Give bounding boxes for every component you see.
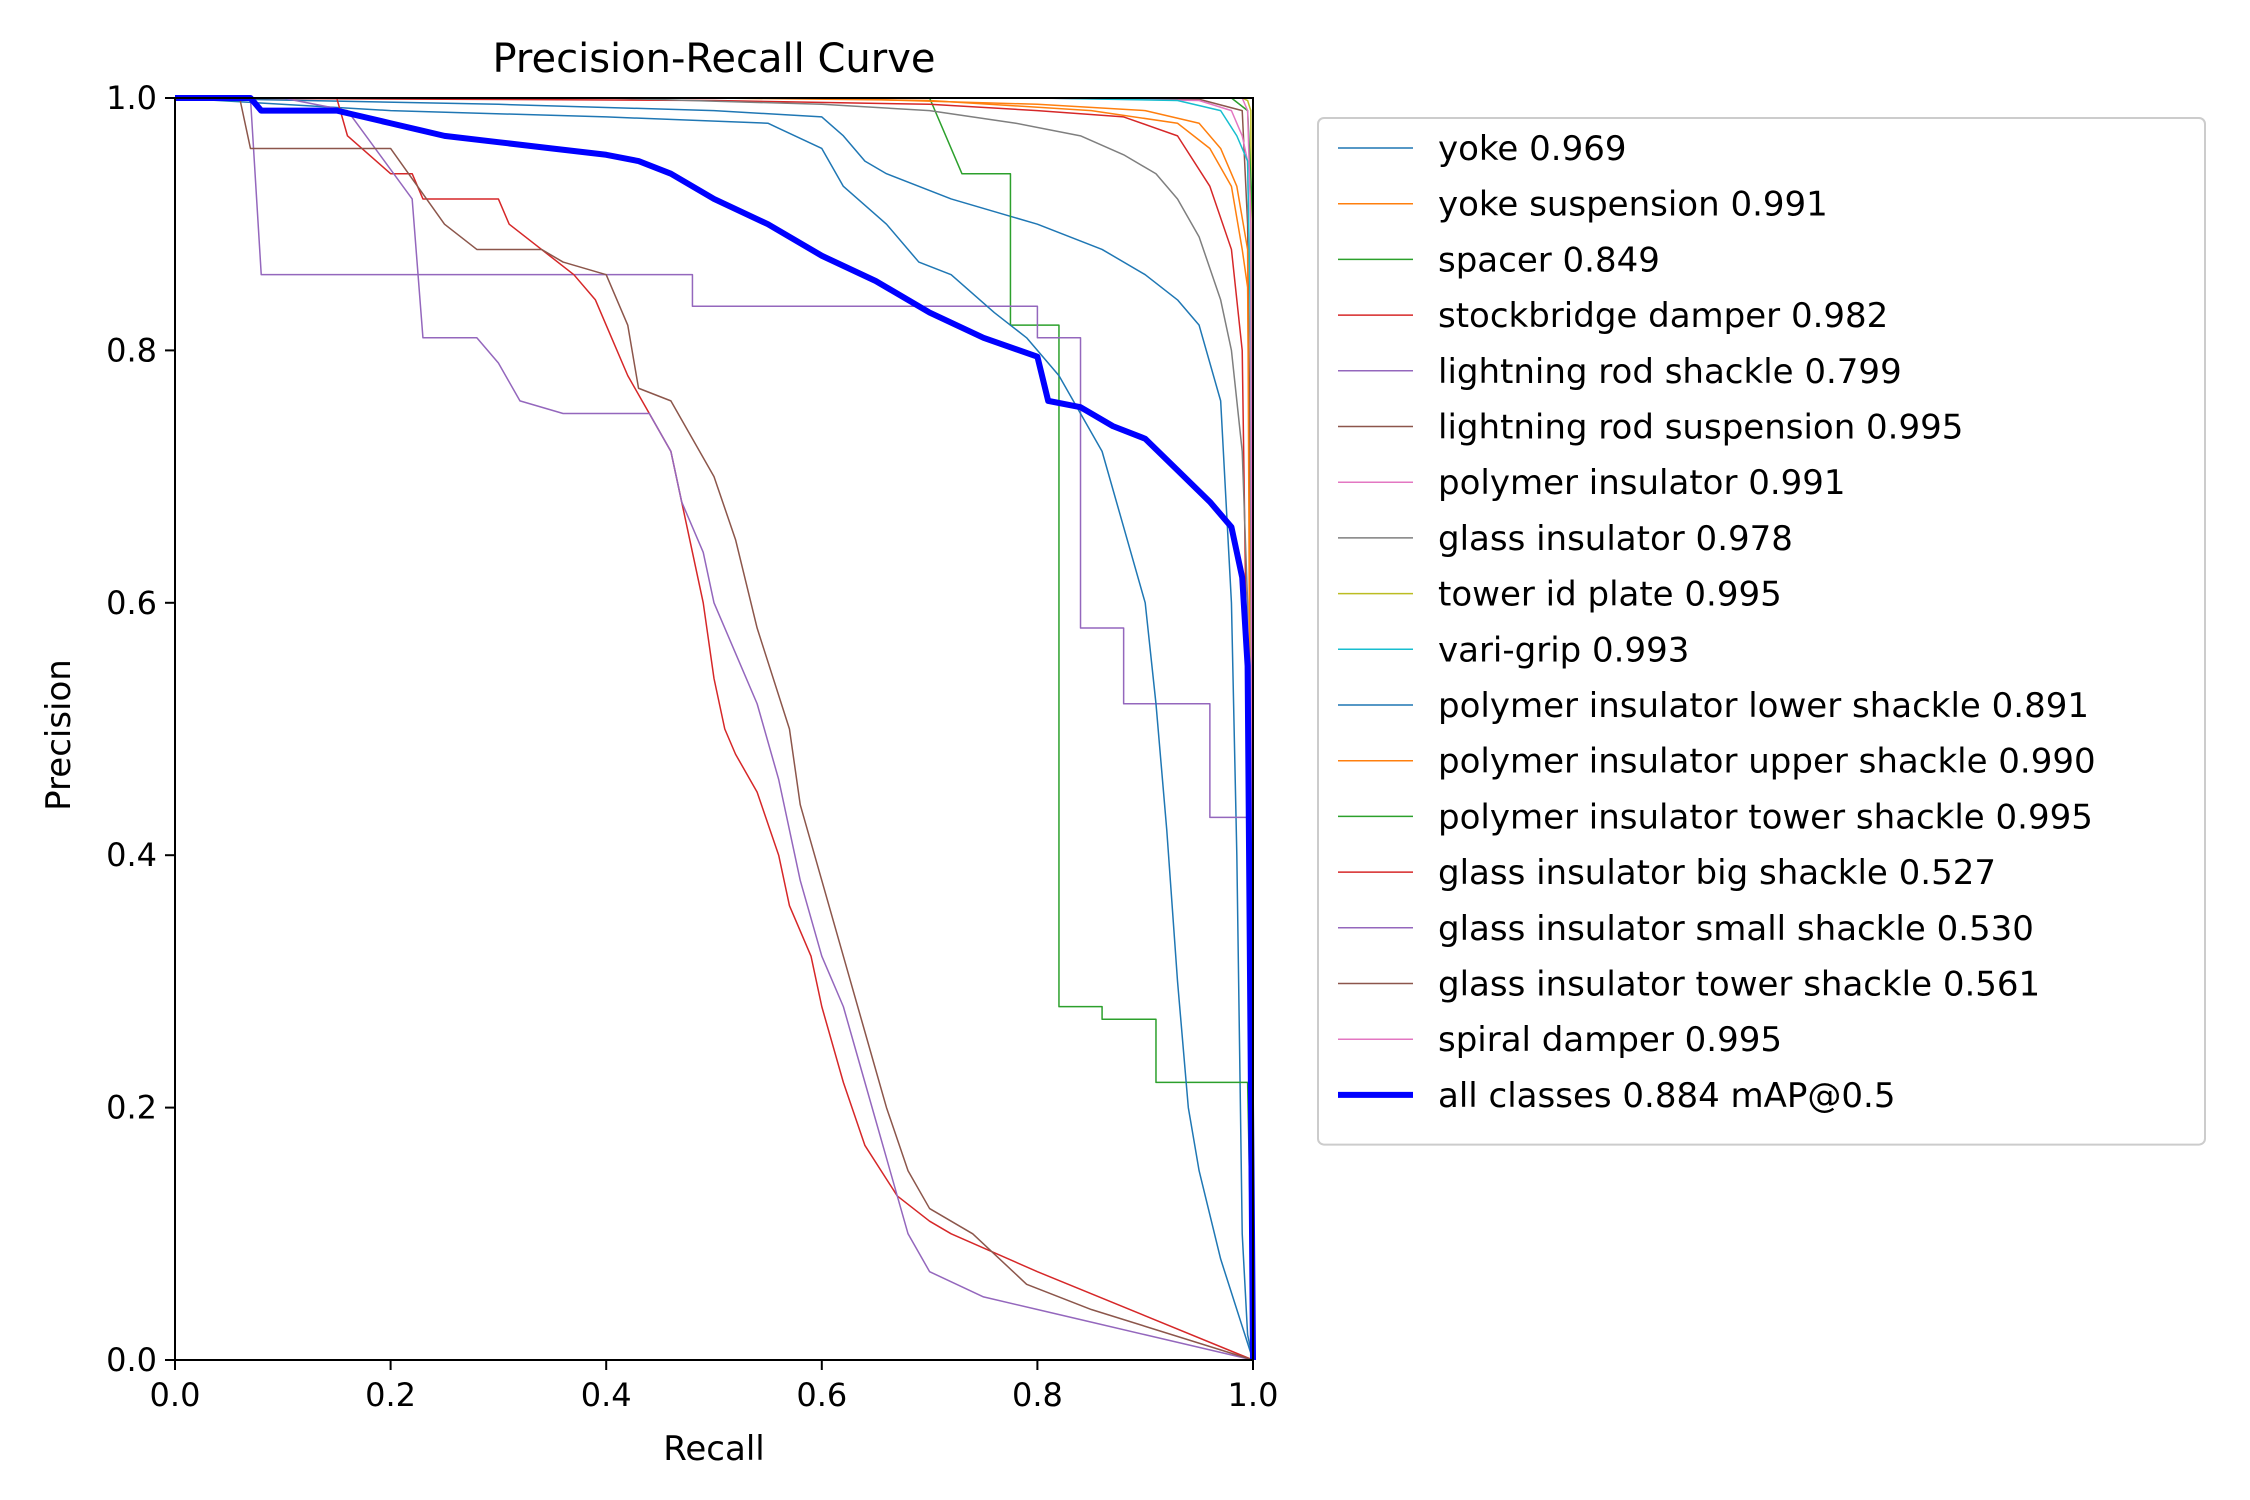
legend-label: polymer insulator 0.991 (1438, 463, 1846, 503)
x-axis-label: Recall (663, 1429, 764, 1469)
legend-label: spiral damper 0.995 (1438, 1020, 1782, 1060)
legend-label: yoke 0.969 (1438, 129, 1626, 169)
legend-label: polymer insulator tower shackle 0.995 (1438, 797, 2093, 837)
plot-area (174, 95, 1256, 1361)
x-tick-label: 0.4 (581, 1376, 632, 1414)
x-tick-label: 0.2 (365, 1376, 416, 1414)
legend-label: glass insulator big shackle 0.527 (1438, 853, 1996, 893)
legend-box (1317, 117, 2206, 1146)
legend-label: polymer insulator lower shackle 0.891 (1438, 686, 2089, 726)
series-line-12 (175, 97, 1254, 1361)
series-line-14 (175, 97, 1254, 1361)
legend-label: polymer insulator upper shackle 0.990 (1438, 742, 2096, 782)
y-axis: 0.0 0.2 0.4 0.6 0.8 1.0 (106, 79, 175, 1379)
y-tick-label: 0.2 (106, 1089, 157, 1127)
legend-label: all classes 0.884 mAP@0.5 (1438, 1076, 1895, 1116)
legend-label: glass insulator small shackle 0.530 (1438, 909, 2034, 949)
y-tick-label: 1.0 (106, 79, 157, 117)
legend-label: spacer 0.849 (1438, 240, 1660, 280)
y-tick-label: 0.8 (106, 331, 157, 369)
x-tick-label: 1.0 (1228, 1376, 1279, 1414)
axes-frame (174, 97, 1254, 1361)
chart-title: Precision-Recall Curve (493, 36, 936, 82)
legend-label: tower id plate 0.995 (1438, 575, 1782, 615)
x-tick-label: 0.8 (1012, 1376, 1063, 1414)
x-tick-label: 0.0 (150, 1376, 201, 1414)
legend: yoke 0.969 yoke suspension 0.991 spacer 0.… (1317, 117, 2206, 1146)
legend-label: lightning rod shackle 0.799 (1438, 352, 1902, 392)
y-tick-label: 0.6 (106, 584, 157, 622)
series-line-11 (174, 97, 1254, 1361)
series-line-3 (175, 97, 1254, 1361)
series-line-8 (175, 97, 1254, 1361)
series-line-15 (175, 97, 1254, 1361)
legend-label: vari-grip 0.993 (1438, 630, 1689, 670)
series-line-4 (174, 97, 1254, 1361)
legend-label: stockbridge damper 0.982 (1438, 296, 1888, 336)
legend-label: glass insulator 0.978 (1438, 519, 1793, 559)
legend-label: lightning rod suspension 0.995 (1438, 408, 1963, 448)
y-tick-label: 0.4 (106, 836, 157, 874)
y-axis-label: Precision (39, 659, 79, 811)
legend-label: yoke suspension 0.991 (1438, 185, 1828, 225)
series-line-5 (175, 97, 1254, 1361)
series-line-18 (175, 95, 1256, 1361)
x-tick-label: 0.6 (796, 1376, 847, 1414)
series-line-1 (174, 97, 1254, 1361)
series-line-16 (175, 97, 1254, 1361)
x-axis: 0.0 0.2 0.4 0.6 0.8 1.0 (150, 1360, 1279, 1414)
legend-label: glass insulator tower shackle 0.561 (1438, 965, 2040, 1005)
y-tick-label: 0.0 (106, 1341, 157, 1379)
